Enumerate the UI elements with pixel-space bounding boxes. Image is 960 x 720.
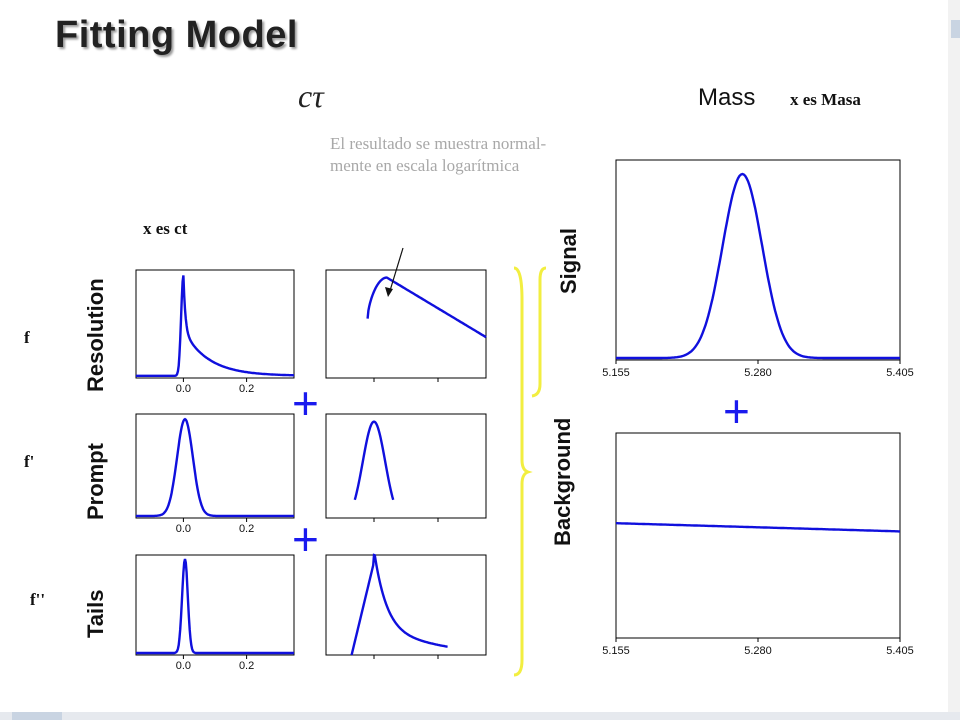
ct-tick-label: 0.0: [176, 523, 191, 535]
ct-tick-label: 0.2: [239, 660, 254, 672]
mass-tick-label: 5.280: [744, 645, 772, 657]
curve-background-mass: [616, 522, 900, 533]
plot-tails-left: [135, 554, 295, 659]
plot-frame-background-mass: [615, 432, 901, 639]
right-edge-bar: [948, 0, 960, 720]
mass-heading: Mass: [698, 84, 756, 111]
bottom-edge-mark: [12, 712, 62, 720]
log-scale-note: El resultado se muestra normal-mente en …: [330, 134, 547, 175]
plot-frame-prompt-left: [135, 413, 295, 519]
note-arrow: [388, 247, 404, 295]
plot-background-mass: [615, 432, 901, 642]
plot-frame-resolution-right: [325, 269, 487, 379]
mass-tick-label: 5.155: [602, 367, 630, 379]
curve-resolution-left: [136, 275, 294, 377]
bottom-edge-bar: [0, 712, 960, 720]
curve-prompt-left: [136, 417, 294, 518]
curve-resolution-right: [366, 276, 487, 339]
plot-frame-tails-left: [135, 554, 295, 656]
function-label-f-double-prime: f'': [30, 590, 46, 609]
ct-tick-label: 0.0: [176, 660, 191, 672]
plot-frame-resolution-left: [135, 269, 295, 379]
plot-prompt-right: [325, 413, 487, 522]
curve-tails-right: [350, 553, 448, 656]
plot-resolution-left: [135, 269, 295, 382]
plot-resolution-right: [325, 269, 487, 382]
mass-tick-label: 5.405: [886, 645, 914, 657]
plus-sign-2: +: [292, 513, 319, 565]
mass-tick-label: 5.405: [886, 367, 914, 379]
note-arrow-head: [385, 287, 393, 297]
plot-tails-right: [325, 553, 487, 659]
x-es-masa-label: x es Masa: [790, 90, 861, 109]
ct-tick-label: 0.2: [239, 383, 254, 395]
plot-frame-prompt-right: [325, 413, 487, 519]
combined-brace: [513, 266, 533, 677]
x-es-ct-label: x es ct: [143, 219, 188, 238]
function-label-f: f: [24, 328, 30, 347]
ct-symbol: cτ: [298, 78, 324, 114]
plot-prompt-left: [135, 413, 295, 522]
right-edge-mark: [951, 20, 960, 38]
mass-tick-label: 5.155: [602, 645, 630, 657]
plot-frame-signal-mass: [615, 159, 901, 361]
curve-prompt-right: [353, 420, 395, 501]
plus-sign-3: +: [723, 385, 750, 437]
function-label-f-prime: f': [24, 452, 35, 471]
slide-title: Fitting Model: [55, 14, 298, 56]
signal-brace: [531, 266, 547, 398]
mass-tick-label: 5.280: [744, 367, 772, 379]
plot-frame-tails-right: [325, 554, 487, 656]
ct-tick-label: 0.2: [239, 523, 254, 535]
plus-sign-1: +: [292, 377, 319, 429]
plot-signal-mass: [615, 159, 901, 364]
curve-signal-mass: [616, 172, 900, 360]
curve-tails-left: [136, 558, 294, 655]
ct-tick-label: 0.0: [176, 383, 191, 395]
